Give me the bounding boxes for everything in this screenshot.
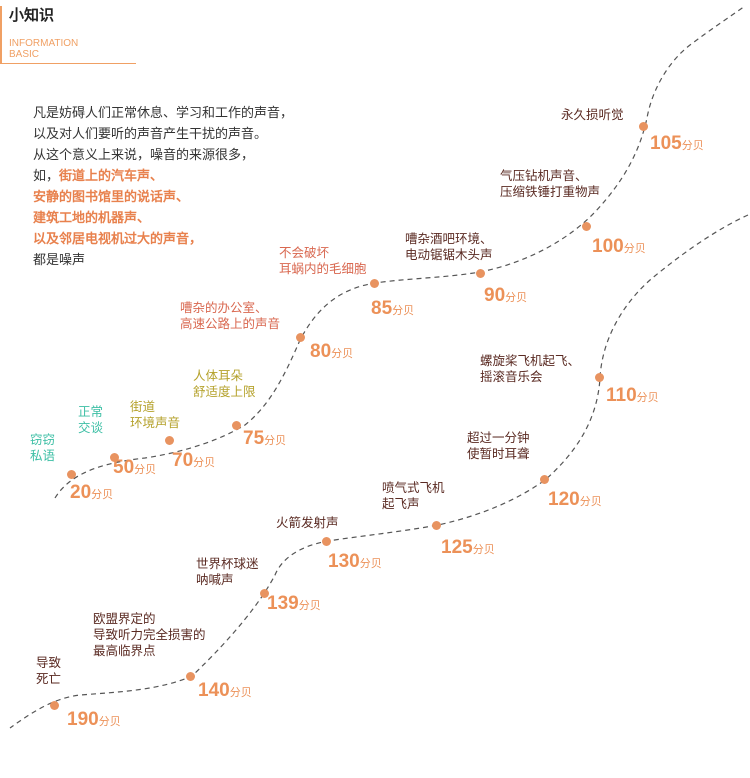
label-20: 窃窃 私语: [30, 432, 55, 464]
label-139: 世界杯球迷 呐喊声: [196, 556, 259, 588]
db-value-120: 120分贝: [548, 489, 602, 513]
db-value-85: 85分贝: [371, 298, 414, 322]
label-85: 不会破坏 耳蜗内的毛细胞: [279, 245, 367, 277]
point-dot-120: [540, 475, 549, 484]
db-value-100: 100分贝: [592, 236, 646, 260]
label-90: 嘈杂酒吧环境、 电动锯锯木头声: [405, 231, 493, 263]
point-dot-85: [370, 279, 379, 288]
db-value-50: 50分贝: [113, 457, 156, 481]
label-140: 欧盟界定的 导致听力完全损害的 最高临界点: [93, 611, 206, 659]
point-dot-70: [165, 436, 174, 445]
db-value-80: 80分贝: [310, 341, 353, 365]
label-190: 导致 死亡: [36, 655, 61, 687]
point-dot-125: [432, 521, 441, 530]
db-value-190: 190分贝: [67, 709, 121, 733]
label-50: 正常 交谈: [78, 404, 103, 436]
db-value-90: 90分贝: [484, 285, 527, 309]
db-value-139: 139分贝: [267, 593, 321, 617]
db-value-70: 70分贝: [172, 450, 215, 474]
db-value-75: 75分贝: [243, 428, 286, 452]
point-dot-140: [186, 672, 195, 681]
db-value-20: 20分贝: [70, 482, 113, 506]
db-value-125: 125分贝: [441, 537, 495, 561]
label-80: 嘈杂的办公室、 高速公路上的声音: [180, 300, 280, 332]
db-value-130: 130分贝: [328, 551, 382, 575]
point-dot-80: [296, 333, 305, 342]
point-dot-90: [476, 269, 485, 278]
point-dot-130: [322, 537, 331, 546]
label-125: 喷气式飞机 起飞声: [382, 480, 445, 512]
point-dot-20: [67, 470, 76, 479]
point-dot-110: [595, 373, 604, 382]
point-dot-75: [232, 421, 241, 430]
db-value-110: 110分贝: [606, 385, 659, 409]
label-100: 气压钻机声音、 压缩铁锤打重物声: [500, 168, 600, 200]
point-dot-105: [639, 122, 648, 131]
db-value-140: 140分贝: [198, 680, 252, 704]
label-105: 永久损听觉: [561, 107, 624, 123]
point-dot-100: [582, 222, 591, 231]
db-value-105: 105分贝: [650, 133, 704, 157]
label-130: 火箭发射声: [276, 515, 339, 531]
label-120: 超过一分钟 使暂时耳聋: [467, 430, 530, 462]
point-dot-190: [50, 701, 59, 710]
label-70: 街道 环境声音: [130, 399, 180, 431]
label-110: 螺旋桨飞机起飞、 摇滚音乐会: [480, 353, 580, 385]
label-75: 人体耳朵 舒适度上限: [193, 368, 256, 400]
